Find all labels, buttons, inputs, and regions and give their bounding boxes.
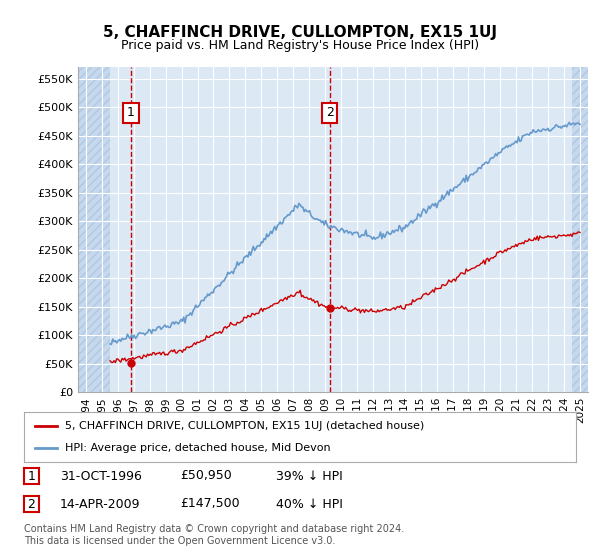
Text: Contains HM Land Registry data © Crown copyright and database right 2024.
This d: Contains HM Land Registry data © Crown c… [24,524,404,546]
Text: 14-APR-2009: 14-APR-2009 [60,497,140,511]
Text: 40% ↓ HPI: 40% ↓ HPI [276,497,343,511]
Text: 2: 2 [326,106,334,119]
Text: Price paid vs. HM Land Registry's House Price Index (HPI): Price paid vs. HM Land Registry's House … [121,39,479,52]
Text: 5, CHAFFINCH DRIVE, CULLOMPTON, EX15 1UJ: 5, CHAFFINCH DRIVE, CULLOMPTON, EX15 1UJ [103,25,497,40]
Text: 5, CHAFFINCH DRIVE, CULLOMPTON, EX15 1UJ (detached house): 5, CHAFFINCH DRIVE, CULLOMPTON, EX15 1UJ… [65,421,425,431]
Text: 1: 1 [127,106,135,119]
Text: 39% ↓ HPI: 39% ↓ HPI [276,469,343,483]
Bar [572,67,588,392]
Text: 1: 1 [28,469,35,483]
Text: 31-OCT-1996: 31-OCT-1996 [60,469,142,483]
Text: HPI: Average price, detached house, Mid Devon: HPI: Average price, detached house, Mid … [65,443,331,453]
Text: £50,950: £50,950 [180,469,232,483]
Text: 2: 2 [28,497,35,511]
Bar [78,67,110,392]
Text: £147,500: £147,500 [180,497,239,511]
